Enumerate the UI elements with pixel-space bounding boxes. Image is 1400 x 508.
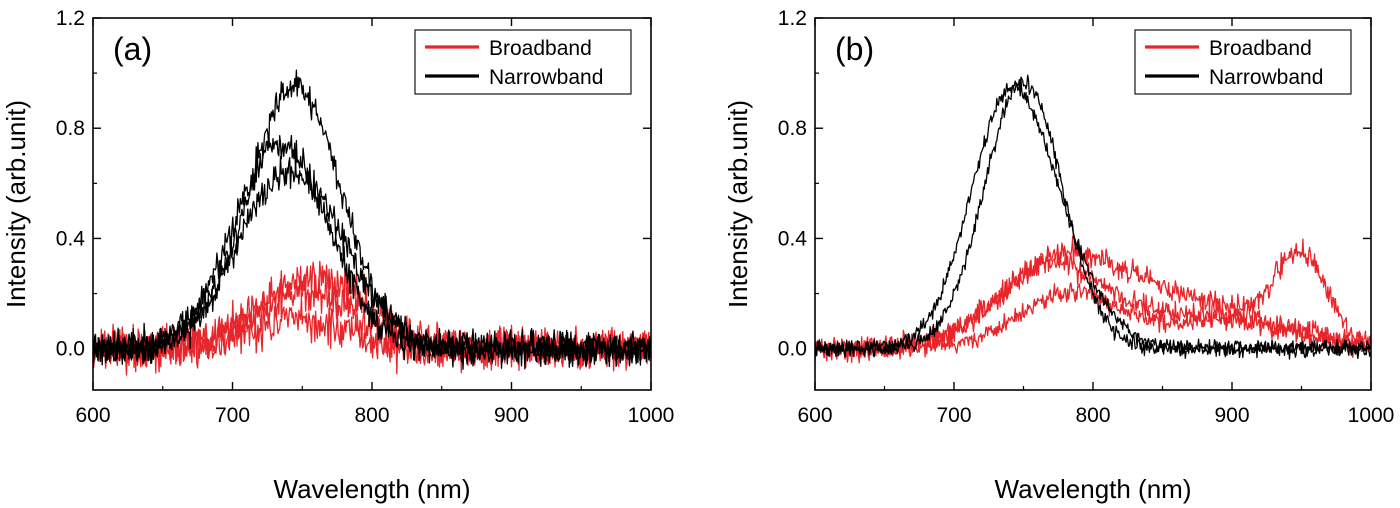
chart-panel-a: 600 700 800 900 1000 0.0 0.4 0.8 1.2 Wavelength (…	[1, 7, 675, 504]
legend-label-narrowband: Narrowband	[1209, 66, 1323, 89]
x-tick-label: 1000	[628, 404, 675, 427]
legend: Broadband Narrowband	[414, 29, 632, 95]
legend-label-broadband: Broadband	[1209, 37, 1312, 60]
x-tick-label: 900	[494, 404, 529, 427]
series-line-broadband-1	[815, 236, 1371, 364]
y-tick-label: 1.2	[778, 7, 807, 30]
x-tick-label: 900	[1214, 404, 1249, 427]
legend-label-broadband: Broadband	[489, 37, 592, 60]
chart-a-svg: 600 700 800 900 1000 0.0 0.4 0.8 1.2 Wavelength (…	[1, 7, 675, 504]
y-tick-label: 0.4	[56, 227, 86, 250]
series-group-a	[93, 69, 651, 376]
x-tick-label: 600	[75, 404, 110, 427]
x-tick-label: 700	[215, 404, 250, 427]
legend-box	[1134, 29, 1352, 95]
legend-label-narrowband: Narrowband	[489, 66, 603, 89]
x-tick-label: 600	[797, 404, 832, 427]
legend: Broadband Narrowband	[1134, 29, 1352, 95]
y-tick-label: 0.0	[778, 338, 807, 361]
x-axis-label: Wavelength (nm)	[274, 474, 471, 504]
chart-panel-b: 600 700 800 900 1000 0.0 0.4 0.8 1.2 Wavelength (…	[700, 0, 1400, 508]
y-tick-label: 0.4	[778, 227, 808, 250]
series-group-b	[815, 74, 1371, 364]
y-tick-label: 0.0	[56, 338, 85, 361]
chart-b-svg: 600 700 800 900 1000 0.0 0.4 0.8 1.2 Wavelength (…	[723, 7, 1395, 504]
panel-label: (b)	[835, 31, 874, 67]
series-line-narrowband-6	[93, 156, 651, 369]
x-tick-label: 700	[936, 404, 971, 427]
series-line-narrowband-5	[815, 79, 1371, 359]
y-axis-label: Intensity (arb.unit)	[723, 100, 753, 308]
y-tick-label: 0.8	[56, 117, 85, 140]
series-line-narrowband-4	[815, 74, 1371, 360]
y-tick-label: 0.8	[778, 117, 807, 140]
legend-box	[414, 29, 632, 95]
x-tick-label: 1000	[1348, 404, 1395, 427]
x-axis-label: Wavelength (nm)	[995, 474, 1192, 504]
y-tick-label: 1.2	[56, 7, 85, 30]
x-tick-label: 800	[1075, 404, 1110, 427]
panel-label: (a)	[113, 31, 152, 67]
x-tick-label: 800	[354, 404, 389, 427]
y-axis-label: Intensity (arb.unit)	[1, 100, 31, 308]
